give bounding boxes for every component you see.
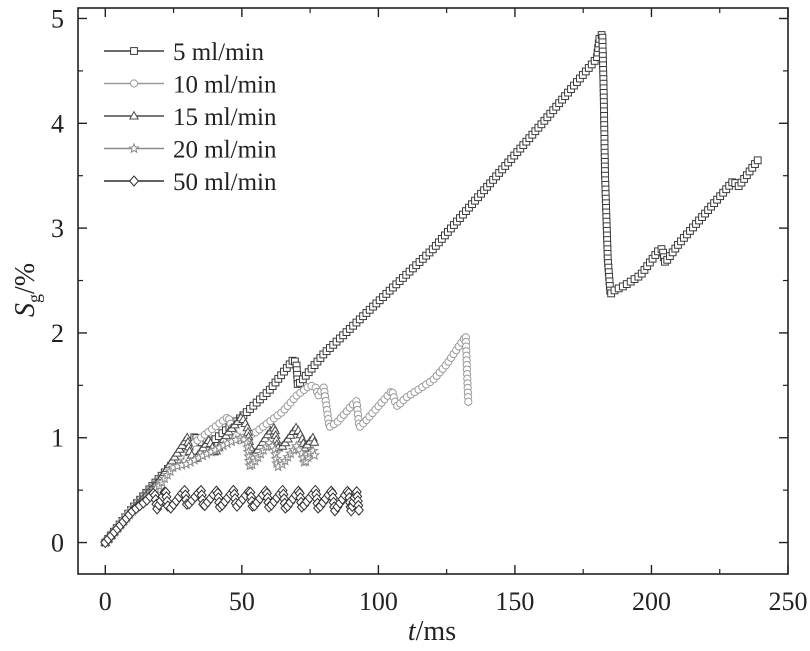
x-tick-label: 0 — [99, 587, 112, 616]
tick-marks — [78, 8, 789, 574]
legend-label: 10 ml/min — [173, 72, 277, 99]
x-tick-label: 50 — [229, 587, 255, 616]
y-tick-label: 0 — [51, 529, 64, 558]
data-point — [464, 397, 473, 406]
legend-item: 5 ml/min — [104, 39, 264, 66]
legend-item: 50 ml/min — [104, 169, 277, 196]
plot-frame — [77, 7, 789, 575]
data-point — [309, 436, 320, 446]
data-point — [307, 444, 319, 456]
data-point — [753, 156, 762, 165]
x-tick-labels: 0 50 100 150 200 250 — [99, 587, 808, 616]
x-axis-title: t/ms — [408, 616, 456, 647]
legend-label: 5 ml/min — [173, 39, 264, 66]
x-tick-label: 150 — [495, 587, 534, 616]
y-axis-title: Sg/% — [10, 263, 44, 317]
series-layer — [99, 31, 762, 549]
x-tick-label: 200 — [632, 587, 671, 616]
legend-label: 20 ml/min — [173, 137, 277, 164]
legend-label: 15 ml/min — [173, 104, 277, 131]
legend-marker — [129, 79, 139, 88]
y-tick-labels: 0 1 2 3 4 5 — [51, 4, 64, 557]
legend: 5 ml/min 10 ml/min 15 ml/min 20 ml/min 50 ml… — [104, 39, 277, 196]
x-tick-label: 100 — [359, 587, 398, 616]
legend-marker — [130, 47, 138, 55]
legend-item: 10 ml/min — [104, 72, 277, 99]
y-tick-label: 1 — [51, 424, 64, 453]
legend-marker — [128, 142, 140, 154]
data-point — [353, 504, 364, 516]
x-tick-label: 250 — [769, 587, 808, 616]
series-diamond — [100, 484, 364, 549]
legend-label: 50 ml/min — [173, 169, 277, 196]
legend-marker — [128, 110, 140, 120]
legend-item: 20 ml/min — [104, 137, 277, 164]
series-line — [104, 415, 317, 543]
y-tick-label: 5 — [51, 4, 64, 33]
y-tick-label: 4 — [51, 109, 64, 138]
legend-marker — [128, 175, 140, 187]
data-point — [308, 449, 321, 461]
y-tick-label: 2 — [51, 319, 64, 348]
y-tick-label: 3 — [51, 214, 64, 243]
legend-item: 15 ml/min — [104, 104, 277, 131]
